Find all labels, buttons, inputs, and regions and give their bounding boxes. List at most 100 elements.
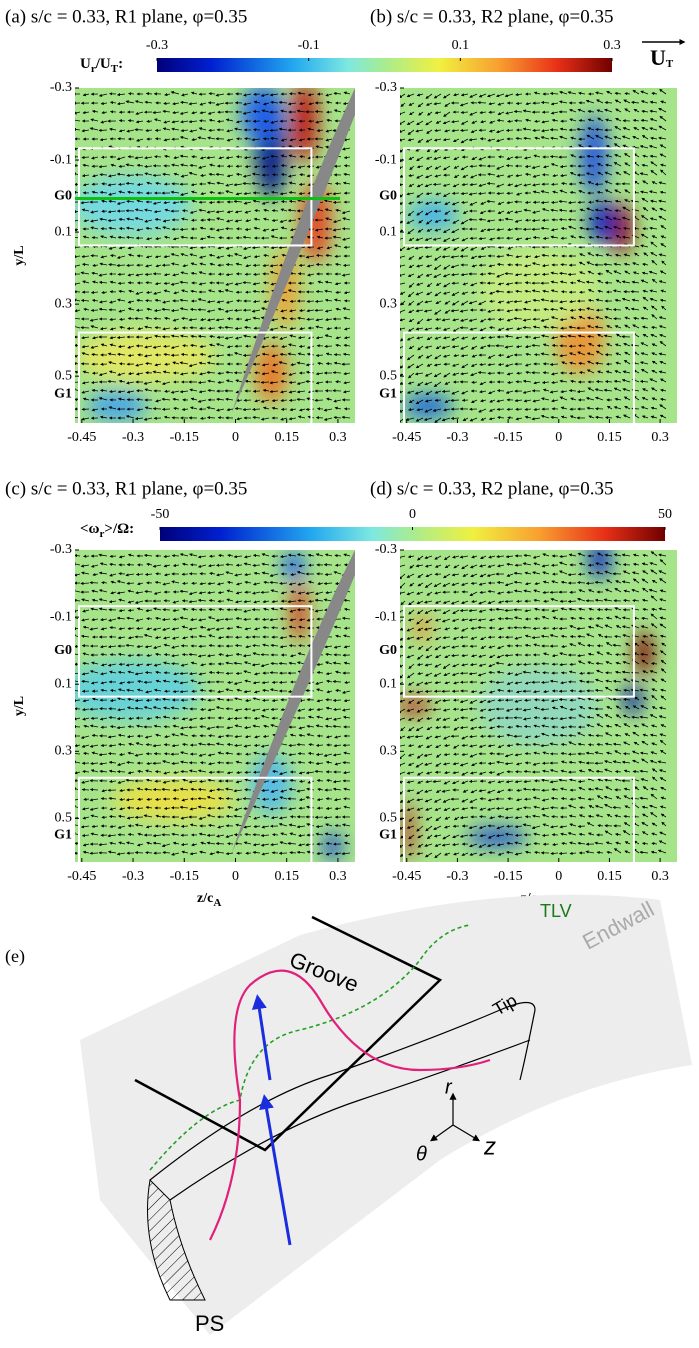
vector-arrow [335, 256, 341, 257]
y-tick-label: -0.3 [375, 80, 397, 95]
vector-arrow [146, 744, 152, 745]
vector-arrow [300, 174, 305, 175]
colorbar-label-part: : [118, 56, 123, 72]
y-tick-label: 0.3 [55, 744, 73, 759]
vector-arrow [344, 265, 350, 266]
y-tick-label: 0.3 [55, 296, 73, 311]
vector-arrow [118, 274, 125, 275]
vector-arrow [208, 417, 215, 418]
vector-arrow [327, 363, 332, 364]
colorbar-label-part: <ω [80, 521, 100, 537]
vector-arrow [299, 265, 305, 266]
field-blob [580, 115, 608, 195]
colorbar-tick-label: 0.3 [603, 38, 621, 53]
vector-arrow [263, 700, 269, 701]
vector-arrow [570, 390, 576, 391]
vector-arrow [598, 609, 603, 610]
contour-field [397, 88, 677, 433]
vector-arrow [643, 228, 648, 229]
vector-arrow [479, 165, 486, 166]
vector-arrow [472, 382, 477, 383]
vector-arrow [598, 345, 603, 346]
vector-arrow [434, 610, 441, 611]
colorbar-tick-label: -0.3 [146, 38, 168, 53]
group-label: G0 [54, 188, 72, 203]
vector-arrow [299, 645, 305, 646]
vector-arrow [118, 771, 125, 772]
x-tick-label: 0 [555, 869, 562, 884]
panel: (a) s/c = 0.33, R1 plane, φ=0.35-0.45-0.… [5, 6, 355, 445]
vector-arrow [81, 327, 89, 328]
vector-arrow [165, 654, 170, 655]
vector-arrow [147, 93, 152, 94]
vector-arrow [99, 130, 107, 131]
ps-label: PS [195, 1311, 224, 1336]
y-tick-label: 0.5 [55, 368, 73, 383]
vector-arrow [596, 735, 603, 736]
group-label: G0 [379, 643, 397, 658]
vector-arrow [120, 319, 125, 320]
colorbar-label: <ωr>/Ω: [80, 521, 134, 539]
colorbar-tick-label: -0.1 [298, 38, 320, 53]
vector-arrow [343, 762, 350, 763]
y-tick-label: 0.5 [55, 811, 73, 826]
y-tick-label: 0.1 [380, 676, 398, 691]
vector-arrow [253, 409, 260, 410]
vector-arrow [261, 592, 269, 593]
vector-arrow [315, 310, 323, 311]
vector-arrow [146, 852, 152, 853]
vector-arrow [505, 273, 513, 274]
vector-arrow [261, 382, 269, 383]
y-axis-label: y/L [12, 245, 27, 265]
y-tick-label: 0.3 [380, 296, 398, 311]
vector-arrow [182, 826, 188, 827]
vector-arrow [334, 202, 341, 203]
vector-arrow [505, 601, 513, 602]
vector-arrow [264, 121, 269, 122]
vector-arrow [226, 798, 233, 799]
group-label: G1 [54, 386, 72, 401]
vector-arrow [164, 346, 170, 347]
y-tick-label: 0.5 [380, 811, 398, 826]
group-label: G1 [379, 827, 397, 842]
vector-arrow [552, 816, 558, 817]
y-tick-label: 0.1 [380, 224, 398, 239]
vector-arrow [273, 166, 278, 167]
vector-arrow [226, 673, 233, 674]
vector-arrow [523, 627, 531, 628]
vector-arrow [109, 753, 116, 754]
x-tick-label: -0.45 [67, 869, 96, 884]
vector-arrow [244, 619, 251, 620]
y-tick-label: -0.1 [375, 609, 397, 624]
vector-arrow [478, 102, 486, 103]
vector-arrow [217, 789, 224, 790]
vector-arrow [91, 310, 98, 311]
x-tick-label: 0.3 [329, 430, 347, 445]
vector-arrow [507, 409, 513, 410]
vector-arrow [146, 300, 152, 301]
colorbar-label: Ur/UT: [80, 56, 123, 74]
field-blob [291, 82, 319, 162]
x-axis-label: z/cA [197, 891, 221, 908]
vector-arrow [100, 174, 107, 175]
vector-arrow [290, 645, 296, 646]
x-tick-label: 0 [555, 430, 562, 445]
vector-arrow [290, 400, 296, 401]
y-tick-label: -0.1 [50, 152, 72, 167]
y-tick-label: -0.1 [50, 609, 72, 624]
vector-arrow [245, 772, 251, 773]
x-tick-label: -0.3 [446, 430, 468, 445]
x-tick-label: 0 [232, 430, 239, 445]
panel: (c) s/c = 0.33, R1 plane, φ=0.35-0.45-0.… [5, 478, 355, 908]
vector-arrow [488, 273, 495, 274]
vector-arrow [561, 727, 567, 728]
contour-field [397, 539, 677, 871]
vector-arrow [156, 771, 161, 772]
vector-arrow [469, 219, 477, 220]
vector-arrow [243, 282, 251, 283]
panel-label: (e) [5, 946, 25, 967]
y-tick-label: 0.3 [380, 744, 398, 759]
vector-arrow [235, 310, 242, 311]
vector-arrow [228, 843, 233, 844]
panel-title: (d) s/c = 0.33, R2 plane, φ=0.35 [370, 478, 613, 499]
